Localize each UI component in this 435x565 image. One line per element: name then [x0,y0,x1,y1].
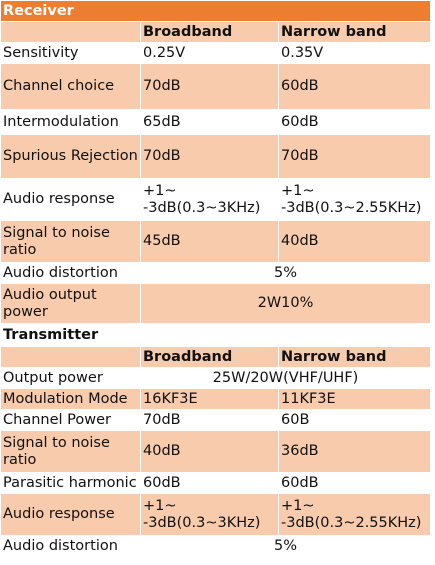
broadband-value: 70dB [140,63,279,110]
row-label: Intermodulation [0,109,141,135]
narrowband-header: Narrow band [278,346,431,368]
narrowband-value: 60B [278,409,431,431]
table-row: Modulation Mode 16KF3E 11KF3E [0,388,431,410]
row-label: Audio response [0,178,141,221]
table-row: Audio response +1~ -3dB(0.3~3KHz) +1~ -3… [0,493,431,536]
empty-header-cell [0,346,141,368]
table-row: Output power 25W/20W(VHF/UHF) [0,367,431,389]
row-label: Signal to noise ratio [0,430,141,473]
spec-table: Receiver Broadband Narrow band Sensitivi… [0,0,431,557]
combined-value: 5% [140,262,431,284]
table-row: Channel choice 70dB 60dB [0,63,431,110]
transmitter-section-header: Transmitter [0,323,431,347]
narrowband-value: 60dB [278,63,431,110]
combined-value: 5% [140,535,431,557]
row-label: Audio response [0,493,141,536]
row-label: Audio output power [0,283,141,324]
row-label: Parasitic harmonic [0,472,141,494]
row-label: Audio distortion [0,262,141,284]
broadband-value: 16KF3E [140,388,279,410]
receiver-column-headers: Broadband Narrow band [0,21,431,43]
receiver-title: Receiver [0,0,431,22]
broadband-value: 0.25V [140,42,279,64]
broadband-header: Broadband [140,21,279,43]
broadband-value: +1~ -3dB(0.3~3KHz) [140,493,279,536]
broadband-value: 40dB [140,430,279,473]
row-label: Modulation Mode [0,388,141,410]
narrowband-value: +1~ -3dB(0.3~2.55KHz) [278,178,431,221]
row-label: Channel choice [0,63,141,110]
narrowband-value: 11KF3E [278,388,431,410]
narrowband-value: 36dB [278,430,431,473]
row-label: Spurious Rejection [0,134,141,179]
table-row: Audio response +1~ -3dB(0.3~3KHz) +1~ -3… [0,178,431,221]
broadband-value: 70dB [140,409,279,431]
narrowband-value: 60dB [278,472,431,494]
row-label: Channel Power [0,409,141,431]
narrowband-value: 70dB [278,134,431,179]
table-row: Audio distortion 5% [0,262,431,284]
broadband-header: Broadband [140,346,279,368]
broadband-value: +1~ -3dB(0.3~3KHz) [140,178,279,221]
row-label: Audio distortion [0,535,141,557]
table-row: Channel Power 70dB 60B [0,409,431,431]
broadband-value: 45dB [140,220,279,263]
table-row: Audio distortion 5% [0,535,431,557]
broadband-value: 60dB [140,472,279,494]
row-label: Output power [0,367,141,389]
table-row: Intermodulation 65dB 60dB [0,109,431,135]
table-row: Signal to noise ratio 45dB 40dB [0,220,431,263]
narrowband-value: +1~ -3dB(0.3~2.55KHz) [278,493,431,536]
transmitter-column-headers: Broadband Narrow band [0,346,431,368]
broadband-value: 70dB [140,134,279,179]
narrowband-value: 60dB [278,109,431,135]
table-row: Spurious Rejection 70dB 70dB [0,134,431,179]
narrowband-value: 40dB [278,220,431,263]
narrowband-value: 0.35V [278,42,431,64]
table-row: Parasitic harmonic 60dB 60dB [0,472,431,494]
table-row: Signal to noise ratio 40dB 36dB [0,430,431,473]
transmitter-title: Transmitter [0,323,431,347]
receiver-section-header: Receiver [0,0,431,22]
row-label: Sensitivity [0,42,141,64]
combined-value: 2W10% [140,283,431,324]
row-label: Signal to noise ratio [0,220,141,263]
narrowband-header: Narrow band [278,21,431,43]
table-row: Sensitivity 0.25V 0.35V [0,42,431,64]
broadband-value: 65dB [140,109,279,135]
empty-header-cell [0,21,141,43]
combined-value: 25W/20W(VHF/UHF) [140,367,431,389]
table-row: Audio output power 2W10% [0,283,431,324]
